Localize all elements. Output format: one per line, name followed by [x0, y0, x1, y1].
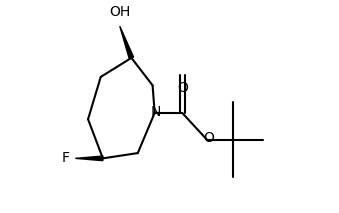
Text: O: O — [203, 131, 214, 145]
Polygon shape — [75, 156, 103, 161]
Polygon shape — [120, 26, 134, 59]
Text: F: F — [62, 151, 70, 165]
Text: N: N — [151, 105, 161, 119]
Text: OH: OH — [109, 5, 131, 19]
Text: O: O — [177, 81, 187, 95]
